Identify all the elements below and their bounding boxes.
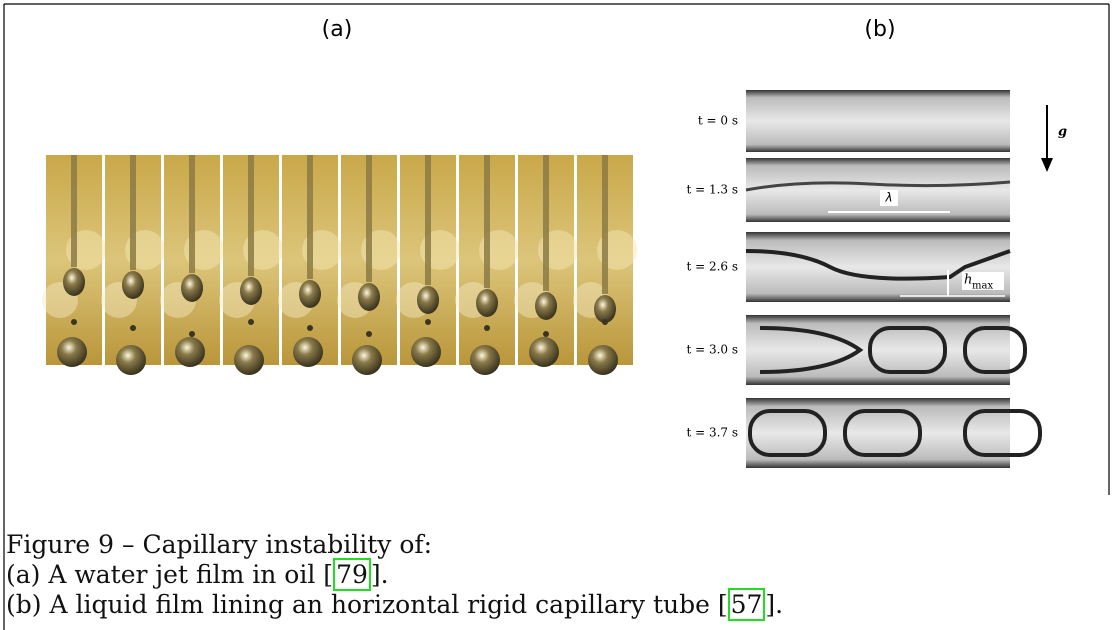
caption-item: (a) A water jet film in oil [79]. bbox=[6, 560, 389, 589]
jet-stem bbox=[307, 155, 313, 279]
tube-strip bbox=[746, 398, 1010, 468]
falling-drop bbox=[470, 345, 500, 375]
tube-photo-sequence: t = 0 s t = 1.3 s t = 2.6 s t = 3.0 s t = 3.… bbox=[686, 90, 1040, 468]
satellite-drop bbox=[71, 319, 77, 325]
jet-stem bbox=[602, 155, 608, 294]
drop bbox=[122, 271, 144, 299]
satellite-drop bbox=[307, 325, 313, 331]
time-label: t = 3.0 s bbox=[686, 343, 738, 357]
time-label: t = 1.3 s bbox=[686, 183, 738, 197]
satellite-drop bbox=[130, 325, 136, 331]
jet-photo-sequence bbox=[42, 155, 637, 375]
satellite-drop bbox=[484, 325, 490, 331]
caption-item: (b) A liquid film lining an horizontal r… bbox=[6, 590, 783, 619]
satellite-drop bbox=[366, 331, 372, 337]
caption-text: (a) A water jet film in oil [ bbox=[6, 560, 333, 589]
jet-stem bbox=[71, 155, 77, 267]
citation[interactable]: 57 bbox=[728, 588, 766, 621]
falling-drop bbox=[116, 345, 146, 375]
time-label: t = 3.7 s bbox=[686, 426, 738, 440]
drop bbox=[476, 289, 498, 317]
panel-label: (a) bbox=[322, 17, 353, 42]
height-subscript: max bbox=[972, 281, 993, 292]
tube-strip bbox=[746, 315, 1010, 385]
falling-drop bbox=[588, 345, 618, 375]
page: (a) (b) t = 0 s t = 1.3 s t = 2.6 s t = 3.0… bbox=[0, 0, 1113, 630]
falling-drop bbox=[175, 337, 205, 367]
wavelength-label: λ bbox=[884, 191, 892, 205]
jet-stem bbox=[130, 155, 136, 270]
falling-drop bbox=[234, 345, 264, 375]
jet-stem bbox=[366, 155, 372, 282]
jet-stem bbox=[425, 155, 431, 285]
time-label: t = 0 s bbox=[698, 114, 738, 128]
caption-text: (b) A liquid film lining an horizontal r… bbox=[6, 590, 728, 619]
tube-strip bbox=[746, 90, 1010, 152]
satellite-drop bbox=[425, 319, 431, 325]
citation[interactable]: 79 bbox=[333, 558, 371, 591]
falling-drop bbox=[352, 345, 382, 375]
gravity-arrow-head bbox=[1041, 158, 1053, 172]
satellite-drop bbox=[189, 331, 195, 337]
caption-text: ]. bbox=[371, 560, 389, 589]
gravity-label: g bbox=[1058, 125, 1067, 140]
satellite-drop bbox=[543, 331, 549, 337]
time-label: t = 2.6 s bbox=[686, 260, 738, 274]
drop bbox=[63, 268, 85, 296]
satellite-drop bbox=[248, 319, 254, 325]
caption-title: Figure 9 – Capillary instability of: bbox=[6, 530, 432, 559]
falling-drop bbox=[529, 337, 559, 367]
jet-stem bbox=[189, 155, 195, 273]
jet-stem bbox=[484, 155, 490, 288]
drop bbox=[358, 283, 380, 311]
satellite-drop bbox=[602, 319, 608, 325]
panel-label: (b) bbox=[864, 17, 895, 42]
jet-stem bbox=[248, 155, 254, 276]
drop bbox=[240, 277, 262, 305]
drop bbox=[417, 286, 439, 314]
drop bbox=[299, 280, 321, 308]
drop bbox=[594, 295, 616, 323]
caption-text: ]. bbox=[765, 590, 783, 619]
drop bbox=[181, 274, 203, 302]
drop bbox=[535, 292, 557, 320]
jet-stem bbox=[543, 155, 549, 291]
falling-drop bbox=[411, 337, 441, 367]
falling-drop bbox=[57, 337, 87, 367]
falling-drop bbox=[293, 337, 323, 367]
